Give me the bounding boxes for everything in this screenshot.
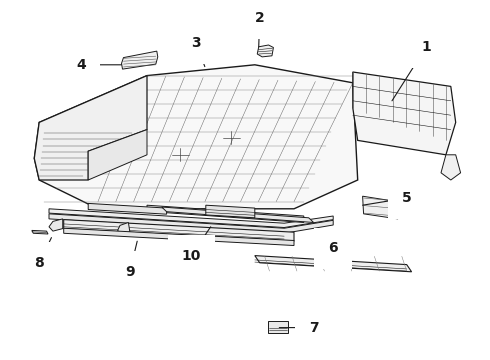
Polygon shape [88, 203, 167, 214]
Polygon shape [147, 205, 304, 222]
Polygon shape [32, 230, 48, 234]
Polygon shape [206, 205, 255, 218]
Polygon shape [64, 228, 294, 246]
Text: 5: 5 [363, 191, 412, 205]
Text: 9: 9 [125, 241, 137, 279]
Polygon shape [257, 45, 273, 57]
Polygon shape [49, 209, 333, 228]
Text: 8: 8 [34, 238, 51, 270]
Text: 6: 6 [318, 242, 338, 266]
Polygon shape [118, 222, 130, 234]
Polygon shape [88, 130, 147, 180]
Text: 2: 2 [255, 11, 265, 47]
Polygon shape [49, 214, 333, 233]
Polygon shape [363, 196, 398, 219]
Polygon shape [49, 219, 63, 231]
Polygon shape [441, 155, 461, 180]
Text: 10: 10 [181, 227, 211, 262]
Polygon shape [34, 65, 358, 209]
Polygon shape [255, 256, 412, 272]
Text: 3: 3 [191, 36, 205, 67]
Polygon shape [64, 220, 294, 241]
Polygon shape [162, 207, 314, 222]
Polygon shape [34, 76, 147, 180]
Polygon shape [122, 51, 158, 69]
Text: 7: 7 [279, 321, 318, 334]
Polygon shape [353, 72, 456, 155]
Circle shape [67, 154, 85, 167]
Text: 1: 1 [392, 40, 431, 101]
FancyBboxPatch shape [268, 321, 288, 333]
Text: 4: 4 [76, 58, 122, 72]
